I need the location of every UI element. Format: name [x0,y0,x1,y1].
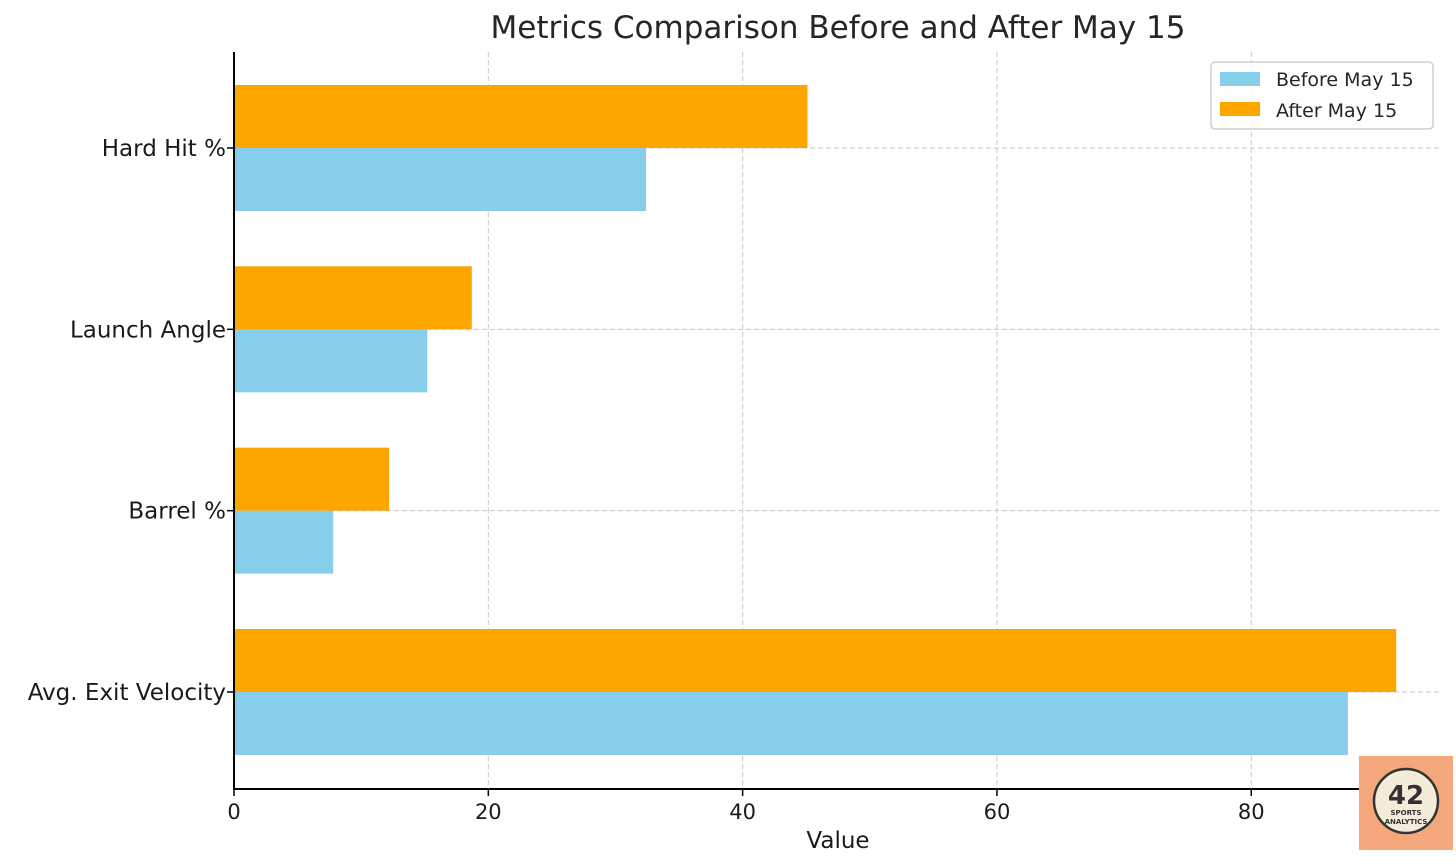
x-axis-label: Value [806,828,869,854]
bars [234,85,1397,755]
bar-before [234,148,646,211]
logo-circle [1372,767,1440,835]
bar-after [234,85,808,148]
bar-after [234,447,390,511]
logo-number: 42 [1388,781,1424,811]
bar-after [234,266,472,330]
y-category-label: Barrel % [128,499,226,525]
watermark-logo: 42 SPORTS ANALYTICS [1359,756,1453,850]
legend-swatch-before [1220,72,1260,86]
bar-before [234,510,334,574]
x-tick-label: 40 [729,800,756,824]
bar-before [234,692,1348,755]
logo-text-sports: SPORTS [1390,809,1421,817]
logo-text-analytics: ANALYTICS [1385,818,1428,826]
y-category-label: Avg. Exit Velocity [28,680,226,706]
x-tick-label: 20 [475,800,502,824]
legend: Before May 15 After May 15 [1210,61,1434,130]
legend-swatch-after [1220,102,1260,116]
x-tick-label: 80 [1238,800,1265,824]
legend-label-before: Before May 15 [1276,69,1414,91]
y-category-label: Launch Angle [70,317,226,343]
labels: 0 20 40 60 80 Avg. Exit Velocity Barrel % Launc… [28,136,1265,824]
y-category-label: Hard Hit % [102,136,226,162]
chart-title: Metrics Comparison Before and After May … [491,10,1186,46]
bar-before [234,329,428,393]
x-tick-label: 60 [984,800,1011,824]
legend-box [1210,61,1434,130]
axes [233,52,1442,790]
legend-label-after: After May 15 [1276,100,1397,122]
x-tick-label: 0 [227,800,240,824]
bar-after [234,629,1397,692]
